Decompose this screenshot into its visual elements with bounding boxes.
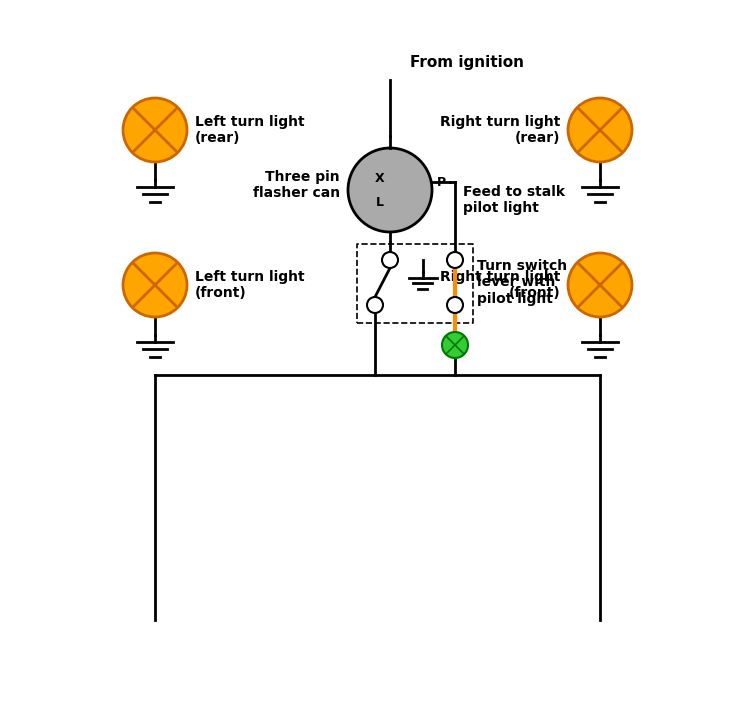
Text: Right turn light
(rear): Right turn light (rear) [440, 115, 560, 145]
Circle shape [367, 297, 383, 313]
Text: Turn switch
lever with
pilot light: Turn switch lever with pilot light [477, 259, 567, 306]
Text: L: L [376, 196, 384, 209]
Text: Three pin
flasher can: Three pin flasher can [253, 170, 340, 200]
Text: Left turn light
(front): Left turn light (front) [195, 270, 305, 300]
Text: From ignition: From ignition [410, 55, 524, 70]
Circle shape [447, 297, 463, 313]
Circle shape [123, 98, 187, 162]
Circle shape [123, 253, 187, 317]
Text: Left turn light
(rear): Left turn light (rear) [195, 115, 305, 145]
Circle shape [447, 252, 463, 268]
Text: Feed to stalk
pilot light: Feed to stalk pilot light [463, 185, 565, 215]
Circle shape [348, 148, 432, 232]
Text: Right turn light
(front): Right turn light (front) [440, 270, 560, 300]
Circle shape [442, 332, 468, 358]
Circle shape [568, 253, 632, 317]
Text: X: X [375, 171, 385, 184]
Circle shape [382, 252, 398, 268]
Circle shape [568, 98, 632, 162]
Text: P: P [437, 176, 446, 189]
